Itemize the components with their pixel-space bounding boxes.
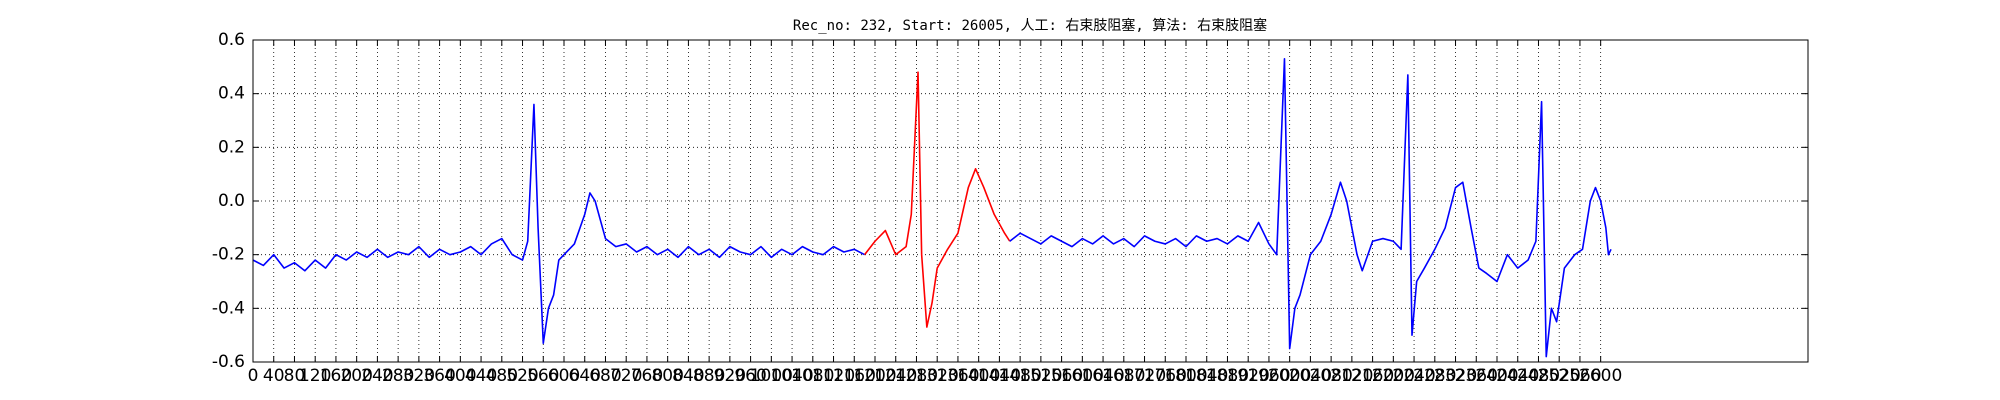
x-tick-label: 1880 (1206, 366, 1249, 386)
x-tick-label: 1960 (1247, 366, 1290, 386)
x-tick-label: 1480 (999, 366, 1042, 386)
x-tick-label: 2360 (1455, 366, 1498, 386)
x-tick-label: 1240 (874, 366, 917, 386)
x-tick-label: 960 (734, 366, 766, 386)
x-tick-label: 520 (506, 366, 538, 386)
ecg-line (1009, 57, 1612, 358)
x-tick-label: 2280 (1413, 366, 1456, 386)
x-tick-label: 1400 (957, 366, 1000, 386)
y-tick-label: -0.6 (212, 352, 245, 372)
y-tick-label: 0.0 (218, 191, 245, 211)
x-tick-label: 640 (569, 366, 601, 386)
x-tick-label: 2040 (1289, 366, 1332, 386)
x-tick-label: 1760 (1144, 366, 1187, 386)
x-tick-label: 480 (486, 366, 518, 386)
x-tick-label: 200 (340, 366, 372, 386)
x-tick-label: 2520 (1538, 366, 1581, 386)
x-tick-label: 1000 (750, 366, 793, 386)
x-tick-label: 1680 (1102, 366, 1145, 386)
x-tick-label: 2120 (1330, 366, 1373, 386)
x-tick-label: 1640 (1081, 366, 1124, 386)
x-tick-label: 1280 (895, 366, 938, 386)
ecg-line (863, 71, 1011, 328)
y-tick-label: 0.4 (218, 84, 245, 104)
plot-frame (252, 39, 1809, 363)
ecg-line (252, 103, 865, 345)
x-tick-label: 1440 (978, 366, 1021, 386)
y-tick-label: 0.6 (218, 30, 245, 50)
x-tick-label: 2160 (1351, 366, 1394, 386)
x-tick-label: 1920 (1227, 366, 1270, 386)
x-tick-label: 440 (465, 366, 497, 386)
x-tick-label: 2480 (1517, 366, 1560, 386)
x-tick-label: 1160 (833, 366, 876, 386)
x-tick-label: 920 (714, 366, 746, 386)
x-tick-label: 360 (423, 366, 455, 386)
y-tick-label: -0.4 (212, 298, 245, 318)
x-tick-label: 2320 (1434, 366, 1477, 386)
x-tick-label: 240 (361, 366, 393, 386)
chart-title: Rec_no: 232, Start: 26005, 人工: 右束肢阻塞, 算法… (793, 17, 1267, 34)
x-tick-label: 160 (320, 366, 352, 386)
x-tick-label: 1600 (1061, 366, 1104, 386)
x-tick-label: 800 (651, 366, 683, 386)
x-tick-label: 1200 (853, 366, 896, 386)
x-tick-label: 560 (527, 366, 559, 386)
x-tick-label: 720 (610, 366, 642, 386)
x-tick-label: 2080 (1310, 366, 1353, 386)
x-tick-label: 1120 (812, 366, 855, 386)
x-tick-label: 0 (248, 366, 259, 386)
x-tick-label: 2200 (1372, 366, 1415, 386)
x-tick-label: 80 (284, 366, 306, 386)
x-tick-label: 320 (403, 366, 435, 386)
x-tick-label: 400 (444, 366, 476, 386)
x-tick-label: 1840 (1185, 366, 1228, 386)
x-tick-label: 1520 (1019, 366, 1062, 386)
x-tick-label: 1800 (1164, 366, 1207, 386)
y-tick-label: -0.2 (212, 245, 245, 265)
x-tick-label: 40 (263, 366, 285, 386)
x-tick-label: 120 (299, 366, 331, 386)
x-tick-label: 880 (693, 366, 725, 386)
x-tick-label: 760 (631, 366, 663, 386)
x-tick-label: 280 (382, 366, 414, 386)
x-tick-label: 1720 (1123, 366, 1166, 386)
x-tick-label: 600 (548, 366, 580, 386)
x-tick-label: 2400 (1475, 366, 1518, 386)
x-tick-label: 2240 (1392, 366, 1435, 386)
x-tick-label: 1560 (1040, 366, 1083, 386)
x-tick-label: 1080 (791, 366, 834, 386)
x-tick-label: 1040 (770, 366, 813, 386)
x-tick-label: 2440 (1496, 366, 1539, 386)
x-tick-label: 680 (589, 366, 621, 386)
x-tick-label: 1360 (936, 366, 979, 386)
x-tick-label: 2000 (1268, 366, 1311, 386)
x-tick-label: 2600 (1579, 366, 1622, 386)
y-tick-label: 0.2 (218, 137, 245, 157)
x-tick-label: 1320 (916, 366, 959, 386)
x-tick-label: 2560 (1558, 366, 1601, 386)
x-tick-label: 840 (672, 366, 704, 386)
